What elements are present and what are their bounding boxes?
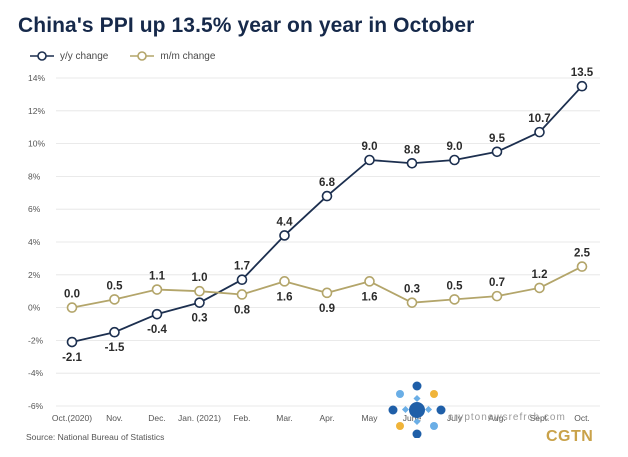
legend-item-yoy: y/y change bbox=[30, 51, 108, 62]
x-tick-label: Jan. (2021) bbox=[178, 413, 221, 423]
data-point bbox=[109, 294, 120, 305]
data-point bbox=[194, 285, 205, 297]
x-tick-label: Aug. bbox=[488, 413, 506, 423]
legend-marker-mom bbox=[130, 51, 155, 61]
data-label: 2.5 bbox=[574, 248, 591, 260]
data-point bbox=[534, 282, 545, 294]
x-tick-label: Sept. bbox=[530, 413, 550, 423]
data-label: 0.5 bbox=[447, 280, 464, 292]
data-label: 6.8 bbox=[319, 177, 336, 189]
data-label: 1.2 bbox=[532, 269, 548, 281]
legend-label-mom: m/m change bbox=[160, 50, 216, 62]
x-tick-label: July bbox=[447, 413, 463, 423]
data-label: -1.5 bbox=[105, 342, 125, 354]
data-point bbox=[279, 276, 290, 287]
data-point bbox=[364, 276, 375, 287]
data-label: 0.8 bbox=[234, 304, 251, 316]
data-label: 0.7 bbox=[489, 277, 505, 289]
y-tick-label: 12% bbox=[28, 106, 45, 116]
data-point bbox=[236, 289, 248, 300]
legend-marker-yoy bbox=[30, 51, 54, 61]
data-point bbox=[109, 326, 120, 338]
data-label: 10.7 bbox=[528, 113, 550, 125]
data-point bbox=[194, 297, 205, 308]
x-tick-label: Oct. bbox=[574, 413, 590, 423]
data-label: 4.4 bbox=[277, 216, 294, 228]
x-tick-label: Dec. bbox=[148, 413, 165, 423]
data-point bbox=[576, 80, 588, 92]
y-tick-label: -6% bbox=[28, 401, 44, 411]
data-label: 1.0 bbox=[192, 272, 208, 284]
data-point bbox=[151, 284, 163, 295]
legend: y/y change m/m change bbox=[30, 48, 237, 64]
data-point bbox=[534, 126, 545, 138]
x-tick-label: Mar. bbox=[276, 413, 293, 423]
chart-title: China's PPI up 13.5% year on year in Oct… bbox=[18, 14, 475, 37]
data-point bbox=[364, 154, 375, 166]
data-point bbox=[491, 146, 503, 158]
legend-label-yoy: y/y change bbox=[60, 50, 109, 62]
data-point bbox=[449, 154, 460, 166]
data-label: 13.5 bbox=[571, 67, 594, 79]
brand-logo: CGTN bbox=[546, 428, 594, 445]
legend-item-mom: m/m change bbox=[130, 51, 215, 62]
y-tick-label: -2% bbox=[28, 335, 44, 345]
data-point bbox=[151, 308, 163, 320]
x-tick-label: Feb. bbox=[233, 413, 250, 423]
x-tick-label: Nov. bbox=[106, 413, 123, 423]
data-point bbox=[449, 294, 460, 305]
data-label: 0.9 bbox=[319, 303, 335, 315]
watermark-text: cryptonewsrefrch.com bbox=[448, 412, 566, 423]
y-tick-label: 4% bbox=[28, 237, 41, 247]
source-note: Source: National Bureau of Statistics bbox=[26, 432, 165, 442]
watermark-logo-icon bbox=[388, 381, 446, 438]
data-label: 1.1 bbox=[149, 271, 166, 283]
data-point bbox=[66, 302, 78, 313]
x-tick-label: June bbox=[403, 413, 422, 423]
data-label: 9.0 bbox=[362, 141, 378, 153]
y-tick-label: 14% bbox=[28, 73, 45, 83]
x-tick-label: May bbox=[361, 413, 378, 423]
data-label: 0.3 bbox=[192, 313, 208, 325]
y-tick-label: 6% bbox=[28, 204, 41, 214]
data-point bbox=[236, 274, 248, 286]
data-label: 8.8 bbox=[404, 144, 421, 156]
data-label: -0.4 bbox=[147, 324, 167, 336]
data-label: 1.7 bbox=[234, 261, 250, 273]
data-label: 9.5 bbox=[489, 133, 506, 145]
data-point bbox=[406, 157, 418, 169]
data-label: 0.5 bbox=[107, 280, 124, 292]
data-point bbox=[491, 290, 503, 302]
y-tick-label: 8% bbox=[28, 171, 41, 181]
data-point bbox=[321, 190, 333, 202]
data-point bbox=[66, 336, 78, 348]
data-label: 9.0 bbox=[447, 141, 463, 153]
data-point bbox=[279, 230, 290, 241]
data-label: -2.1 bbox=[62, 352, 82, 364]
x-tick-label: Oct.(2020) bbox=[52, 413, 92, 423]
x-tick-label: Apr. bbox=[319, 413, 334, 423]
data-label: 0.3 bbox=[404, 284, 420, 296]
data-point bbox=[321, 287, 333, 299]
data-label: 1.6 bbox=[362, 291, 378, 303]
y-tick-label: 10% bbox=[28, 139, 45, 149]
data-label: 0.0 bbox=[64, 289, 80, 301]
data-point bbox=[406, 297, 418, 308]
y-tick-label: -4% bbox=[28, 368, 44, 378]
y-tick-label: 0% bbox=[28, 303, 41, 313]
data-point bbox=[576, 261, 588, 272]
y-tick-label: 2% bbox=[28, 270, 41, 280]
data-label: 1.6 bbox=[277, 291, 293, 303]
